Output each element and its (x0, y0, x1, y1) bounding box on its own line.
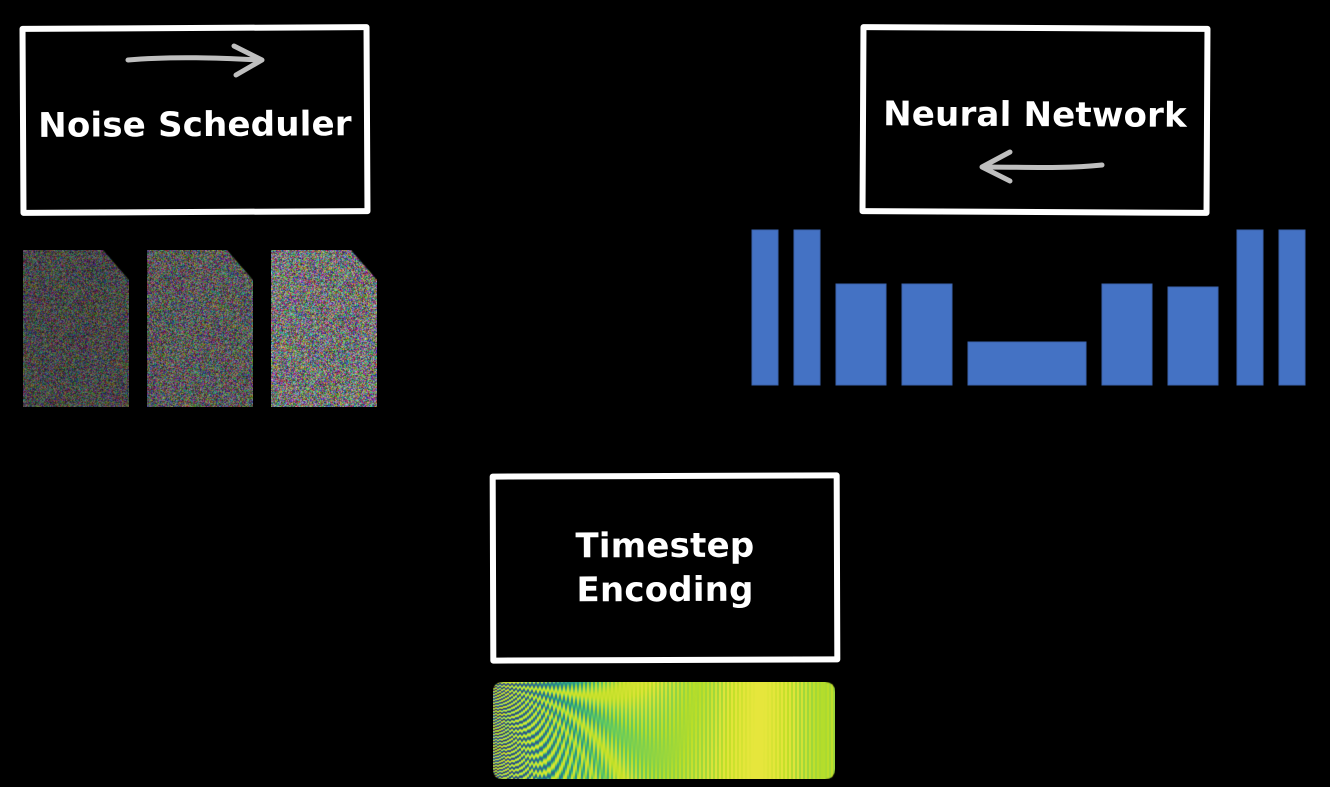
noise-scheduler-label: Noise Scheduler (38, 104, 352, 146)
unet-block (835, 283, 887, 386)
arrow-right-icon (125, 43, 265, 78)
noise-image-low (23, 250, 129, 407)
unet-block (1101, 283, 1153, 386)
timestep-encoding-box: Timestep Encoding (489, 472, 841, 664)
unet-block (967, 341, 1087, 386)
unet-block (751, 229, 779, 386)
unet-block (1167, 286, 1219, 386)
neural-network-label: Neural Network (883, 94, 1187, 136)
unet-architecture-diagram (751, 229, 1306, 386)
noise-image-high (271, 250, 377, 407)
positional-encoding-heatmap (493, 682, 835, 779)
unet-block (793, 229, 821, 386)
unet-block (901, 283, 953, 386)
unet-block (1236, 229, 1264, 386)
timestep-encoding-label: Timestep Encoding (575, 525, 755, 611)
neural-network-box: Neural Network (859, 24, 1211, 216)
arrow-left-icon (979, 149, 1105, 184)
unet-block (1278, 229, 1306, 386)
noise-image-medium (147, 250, 253, 407)
